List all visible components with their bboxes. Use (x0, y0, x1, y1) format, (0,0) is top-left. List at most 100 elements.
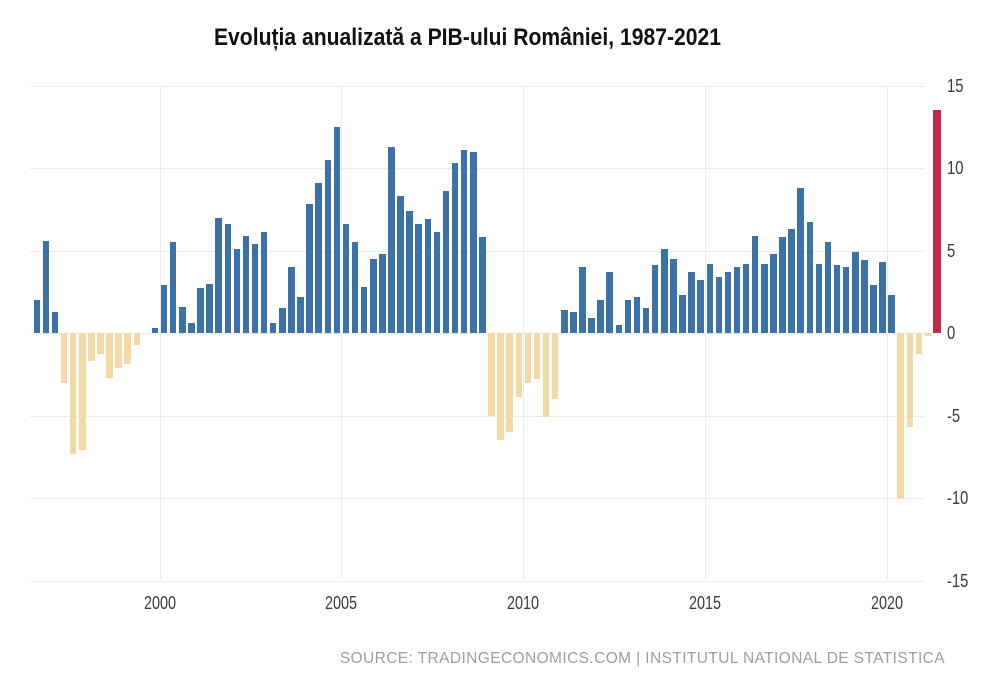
bar-2011-Q3 (579, 267, 586, 333)
bar-2009-Q4 (515, 333, 523, 398)
bar-1999-Q2 (133, 333, 141, 345)
bar-1998-Q2 (97, 333, 104, 355)
y-tick-label: -10 (947, 488, 969, 508)
bar-2006-Q2 (388, 146, 395, 333)
bar-2002-Q3 (251, 243, 259, 333)
bar-2008-Q3 (470, 151, 477, 333)
y-tick-label: -5 (947, 405, 961, 426)
bar-2010-Q4 (551, 333, 559, 399)
bar-2001-Q2 (206, 283, 213, 333)
bar-2017-Q4 (806, 222, 814, 333)
bar-2016-Q2 (751, 235, 759, 333)
bar-2020-Q1 (888, 295, 895, 333)
vertical-gridline (159, 86, 161, 579)
bar-2012-Q4 (624, 300, 632, 333)
chart-title: Evoluția anualizată a PIB-ului României,… (213, 24, 722, 51)
bar-2003-Q1 (269, 323, 277, 333)
horizontal-gridline (30, 333, 925, 334)
bar-2008-Q1 (451, 163, 459, 333)
bar-2015-Q3 (724, 271, 732, 333)
bar-2012-Q1 (597, 300, 604, 333)
x-tick-label: 2000 (143, 593, 176, 613)
bar-2002-Q4 (260, 232, 268, 333)
bar-2000-Q1 (160, 285, 168, 333)
bar-2013-Q4 (661, 248, 668, 333)
bar-2000-Q3 (179, 306, 186, 333)
bar-2011-Q2 (570, 311, 577, 333)
bar-2018-Q4 (842, 267, 850, 333)
bar-2019-Q2 (861, 260, 868, 333)
bar-1997-Q1 (51, 311, 59, 333)
bar-2005-Q1 (342, 224, 350, 333)
bar-2001-Q3 (215, 217, 222, 333)
bar-2009-Q2 (497, 333, 504, 441)
bar-2020-Q2 (897, 333, 904, 498)
bar-2019-Q3 (870, 285, 877, 333)
bar-1998-Q3 (106, 333, 113, 378)
bar-2011-Q1 (561, 309, 568, 333)
bar-2012-Q3 (615, 324, 623, 334)
horizontal-gridline (30, 498, 925, 499)
bar-2001-Q1 (197, 288, 204, 333)
bar-2017-Q2 (788, 229, 795, 334)
bar-2017-Q1 (779, 237, 786, 333)
bar-2016-Q4 (770, 253, 777, 333)
bar-2016-Q1 (742, 263, 750, 333)
bar-2014-Q4 (697, 280, 704, 333)
x-tick-label: 2010 (507, 593, 540, 613)
bar-2005-Q4 (370, 258, 377, 334)
x-tick-label: 2015 (689, 593, 722, 613)
bar-2013-Q3 (651, 265, 659, 333)
y-tick-label: 10 (947, 158, 964, 178)
bar-2007-Q4 (442, 191, 450, 333)
bar-2018-Q1 (815, 263, 823, 333)
bar-1997-Q3 (69, 333, 77, 454)
bar-2014-Q2 (679, 295, 686, 333)
bar-1996-Q4 (42, 240, 50, 333)
y-tick-label: 5 (947, 240, 956, 261)
bar-2017-Q3 (797, 187, 804, 333)
bar-2011-Q4 (588, 318, 595, 333)
bar-1998-Q4 (115, 333, 122, 368)
horizontal-gridline (30, 85, 925, 87)
bar-2020-Q4 (915, 333, 923, 355)
bar-2015-Q2 (715, 276, 723, 333)
bar-1998-Q1 (88, 333, 95, 362)
bar-2007-Q3 (433, 232, 441, 333)
bar-2010-Q3 (542, 333, 550, 418)
bar-2002-Q1 (233, 248, 241, 333)
bar-2004-Q4 (333, 126, 341, 334)
bar-2004-Q1 (306, 204, 313, 333)
bar-2003-Q4 (297, 296, 304, 333)
bar-2019-Q1 (852, 252, 859, 333)
bar-2000-Q2 (169, 242, 177, 334)
vertical-gridline (705, 86, 707, 579)
bar-2002-Q2 (242, 235, 250, 333)
bar-2008-Q2 (460, 149, 468, 333)
vertical-gridline (887, 86, 889, 579)
bar-2004-Q3 (324, 159, 332, 334)
y-tick-label: 0 (947, 323, 956, 343)
bar-2012-Q2 (606, 271, 613, 333)
bar-2020-Q3 (906, 333, 914, 427)
y-tick-label: -15 (947, 570, 969, 591)
bar-2014-Q3 (688, 271, 695, 333)
bar-1997-Q4 (79, 333, 86, 451)
vertical-gridline (523, 86, 525, 579)
bar-2000-Q4 (188, 323, 195, 333)
bar-2001-Q4 (224, 224, 232, 333)
horizontal-gridline (30, 250, 925, 252)
bar-1996-Q3 (33, 300, 41, 333)
bar-1999-Q1 (124, 333, 131, 365)
bar-2013-Q2 (642, 308, 650, 334)
bar-2009-Q3 (506, 333, 513, 432)
bar-2009-Q1 (488, 333, 495, 416)
horizontal-gridline (30, 415, 925, 417)
bar-2003-Q2 (279, 308, 286, 334)
bar-2005-Q2 (351, 242, 359, 334)
x-tick-label: 2005 (325, 593, 358, 613)
horizontal-gridline (30, 580, 925, 582)
bar-2006-Q1 (379, 253, 386, 333)
bar-1997-Q2 (60, 333, 68, 383)
